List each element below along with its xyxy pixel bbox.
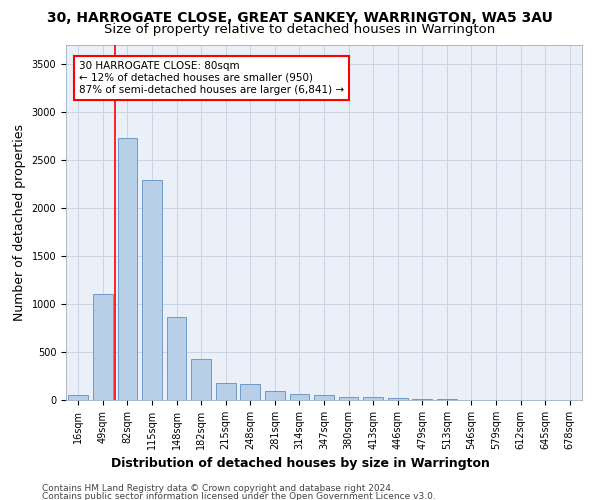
Bar [314,394,334,400]
Text: 30, HARROGATE CLOSE, GREAT SANKEY, WARRINGTON, WA5 3AU: 30, HARROGATE CLOSE, GREAT SANKEY, WARRI… [47,11,553,25]
Bar [167,316,187,400]
Text: 30 HARROGATE CLOSE: 80sqm
← 12% of detached houses are smaller (950)
87% of semi: 30 HARROGATE CLOSE: 80sqm ← 12% of detac… [79,62,344,94]
Bar [265,391,284,400]
Y-axis label: Number of detached properties: Number of detached properties [13,124,26,321]
Bar [118,138,137,400]
Bar [241,384,260,400]
Bar [388,398,407,400]
Bar [364,397,383,400]
Bar [93,294,113,400]
Text: Contains HM Land Registry data © Crown copyright and database right 2024.: Contains HM Land Registry data © Crown c… [42,484,394,493]
Bar [290,394,309,400]
Bar [142,180,162,400]
Bar [412,398,432,400]
Bar [191,358,211,400]
Bar [216,383,236,400]
Bar [339,397,358,400]
Text: Distribution of detached houses by size in Warrington: Distribution of detached houses by size … [110,458,490,470]
Bar [437,399,457,400]
Bar [68,394,88,400]
Text: Contains public sector information licensed under the Open Government Licence v3: Contains public sector information licen… [42,492,436,500]
Text: Size of property relative to detached houses in Warrington: Size of property relative to detached ho… [104,22,496,36]
